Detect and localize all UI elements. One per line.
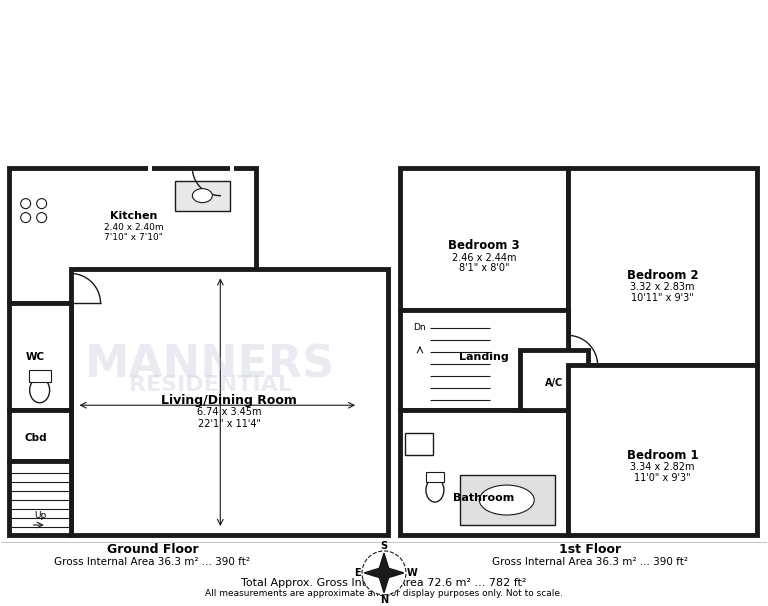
Bar xyxy=(426,472,444,482)
Text: S: S xyxy=(380,541,388,551)
Text: 3.32 x 2.83m: 3.32 x 2.83m xyxy=(631,282,695,293)
Text: All measurements are approximate and for display purposes only. Not to scale.: All measurements are approximate and for… xyxy=(205,590,563,598)
Bar xyxy=(71,270,388,535)
Text: N: N xyxy=(380,595,388,605)
Bar xyxy=(28,370,51,382)
Text: Bedroom 2: Bedroom 2 xyxy=(627,269,698,282)
Text: 8'1" x 8'0": 8'1" x 8'0" xyxy=(458,264,509,273)
Text: 1st Floor: 1st Floor xyxy=(558,544,621,556)
Text: Kitchen: Kitchen xyxy=(110,211,157,221)
Bar xyxy=(148,164,152,171)
Text: Ground Floor: Ground Floor xyxy=(107,544,198,556)
Bar xyxy=(568,168,757,365)
Text: A/C: A/C xyxy=(545,378,563,388)
Ellipse shape xyxy=(479,485,535,515)
Text: 6.74 x 3.45m: 6.74 x 3.45m xyxy=(197,407,262,417)
Polygon shape xyxy=(384,568,404,578)
Text: Landing: Landing xyxy=(459,352,508,362)
Text: Bedroom 3: Bedroom 3 xyxy=(448,239,520,252)
Text: Total Approx. Gross Internal Area 72.6 m² ... 782 ft²: Total Approx. Gross Internal Area 72.6 m… xyxy=(241,578,527,588)
Text: Bedroom 1: Bedroom 1 xyxy=(627,448,698,462)
Ellipse shape xyxy=(426,478,444,502)
Text: Dn: Dn xyxy=(414,323,426,332)
Ellipse shape xyxy=(192,188,212,202)
Text: Living/Dining Room: Living/Dining Room xyxy=(161,394,297,407)
Text: Cbd: Cbd xyxy=(25,433,47,443)
Bar xyxy=(175,181,230,211)
Bar xyxy=(400,410,568,535)
Text: 7'10" x 7'10": 7'10" x 7'10" xyxy=(104,233,163,242)
Text: E: E xyxy=(354,568,360,578)
Polygon shape xyxy=(379,553,389,573)
Bar xyxy=(8,304,71,410)
Polygon shape xyxy=(364,568,384,578)
Bar xyxy=(571,368,754,532)
Bar xyxy=(520,350,588,410)
Bar xyxy=(405,433,433,455)
Text: 3.34 x 2.82m: 3.34 x 2.82m xyxy=(631,462,695,472)
Text: Up: Up xyxy=(35,510,47,519)
Text: Gross Internal Area 36.3 m² ... 390 ft²: Gross Internal Area 36.3 m² ... 390 ft² xyxy=(492,557,687,567)
Bar xyxy=(8,410,71,461)
Text: W: W xyxy=(406,568,417,578)
Text: Gross Internal Area 36.3 m² ... 390 ft²: Gross Internal Area 36.3 m² ... 390 ft² xyxy=(55,557,250,567)
Bar xyxy=(8,461,71,535)
Bar xyxy=(8,168,257,304)
Circle shape xyxy=(37,213,47,222)
Text: MANNERS: MANNERS xyxy=(85,344,336,387)
Text: 2.46 x 2.44m: 2.46 x 2.44m xyxy=(452,253,516,262)
Bar xyxy=(460,475,554,525)
Polygon shape xyxy=(379,573,389,593)
Text: 22'1" x 11'4": 22'1" x 11'4" xyxy=(198,419,261,429)
Text: 2.40 x 2.40m: 2.40 x 2.40m xyxy=(104,223,164,232)
Text: Bathroom: Bathroom xyxy=(453,493,515,503)
Text: 10'11" x 9'3": 10'11" x 9'3" xyxy=(631,293,694,304)
Bar xyxy=(568,365,757,535)
Text: WC: WC xyxy=(26,352,45,362)
Bar xyxy=(400,168,568,310)
Bar xyxy=(400,310,568,410)
Circle shape xyxy=(21,213,31,222)
Text: 11'0" x 9'3": 11'0" x 9'3" xyxy=(634,473,690,483)
Circle shape xyxy=(37,199,47,208)
Bar xyxy=(230,164,234,171)
Circle shape xyxy=(21,199,31,208)
Bar xyxy=(571,171,754,362)
Text: RESIDENTIAL: RESIDENTIAL xyxy=(129,375,292,395)
Circle shape xyxy=(362,551,406,595)
Ellipse shape xyxy=(30,378,50,403)
